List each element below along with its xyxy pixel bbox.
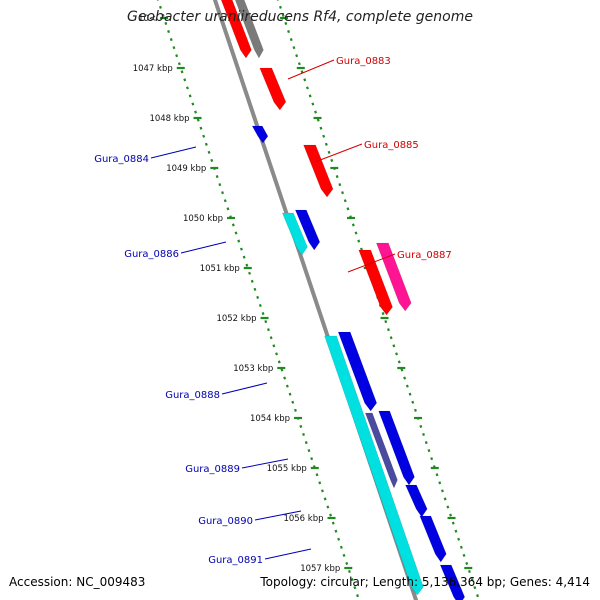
outer-ruler-line — [276, 0, 481, 600]
gene-label-gura-0890: Gura_0890 — [198, 516, 253, 527]
genome-summary-text: Topology: circular; Length: 5,136,364 bp… — [260, 575, 590, 589]
gene-arrow-gura-0890 — [405, 484, 428, 518]
gene-arrow-gura-0885 — [303, 144, 334, 198]
gene-arrow — [439, 564, 466, 600]
gene-label-gura-0888: Gura_0888 — [165, 390, 220, 401]
gene-arrow-gura-0888 — [324, 335, 424, 596]
accession-text: Accession: NC_009483 — [9, 575, 146, 589]
ruler-tick-label: 1049 kbp — [166, 164, 206, 174]
ruler-tick-label: 1048 kbp — [149, 114, 189, 124]
ruler-tick-label: 1052 kbp — [216, 314, 256, 324]
gene-label-gura-0889: Gura_0889 — [185, 464, 240, 475]
leader-line-gura-0885 — [314, 143, 363, 163]
gene-arrow-gura-0887 — [375, 242, 412, 312]
gene-arrow — [358, 249, 393, 316]
ruler-tick-label: 1053 kbp — [233, 364, 273, 374]
gene-label-gura-0883: Gura_0883 — [336, 56, 391, 67]
gene-arrow-gura-0883 — [259, 67, 287, 111]
ruler-tick-label: 1055 kbp — [267, 464, 307, 474]
gene-label-gura-0886: Gura_0886 — [124, 249, 179, 260]
leader-line-gura-0884 — [150, 146, 197, 159]
gene-arrow-gura-0886 — [281, 212, 308, 256]
ruler-tick-label: 1054 kbp — [250, 414, 290, 424]
gene-arrow — [294, 209, 321, 251]
gene-arrow — [220, 0, 252, 59]
gene-label-gura-0884: Gura_0884 — [94, 154, 149, 165]
ruler-tick-label: 1057 kbp — [300, 564, 340, 574]
gene-arrow-gura-0884 — [251, 125, 269, 144]
gene-arrow — [337, 331, 378, 412]
leader-line-gura-0891 — [264, 548, 312, 560]
ruler-tick-label: 1050 kbp — [183, 214, 223, 224]
leader-line-gura-0887 — [347, 253, 396, 273]
gene-arrow-gura-0889 — [364, 412, 398, 489]
ruler-tick-label: 1047 kbp — [133, 64, 173, 74]
inner-ruler-line — [156, 0, 361, 600]
gene-arrow — [378, 410, 415, 486]
ruler-tick-label: 10< — [138, 14, 156, 24]
gene-arrow-gura-0891 — [419, 515, 447, 563]
leader-line-gura-0889 — [241, 458, 289, 469]
gene-arrow — [234, 0, 264, 59]
gene-label-gura-0885: Gura_0885 — [364, 140, 419, 151]
leader-line-gura-0888 — [221, 382, 268, 395]
leader-line-gura-0883 — [287, 59, 335, 80]
ruler-tick-label: 1056 kbp — [283, 514, 323, 524]
map-title: Geobacter uraniireducens Rf4, complete g… — [127, 9, 473, 25]
gene-label-gura-0891: Gura_0891 — [208, 555, 263, 566]
gene-label-gura-0887: Gura_0887 — [397, 250, 452, 261]
leader-line-gura-0886 — [180, 241, 227, 254]
leader-line-gura-0890 — [254, 510, 302, 521]
ruler-tick-label: 1051 kbp — [200, 264, 240, 274]
